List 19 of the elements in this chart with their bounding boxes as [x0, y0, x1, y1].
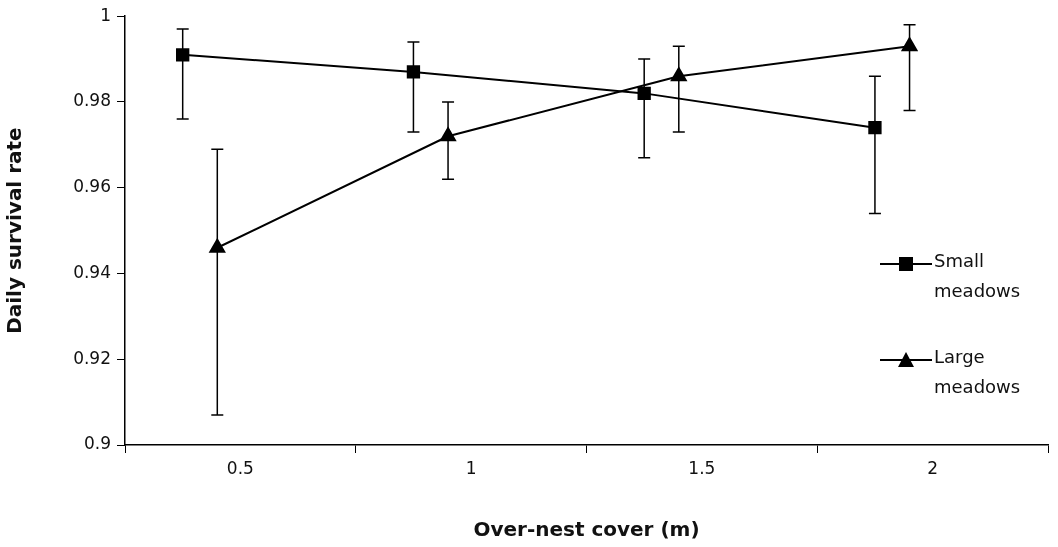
y-axis-title: Daily survival rate: [2, 127, 27, 334]
y-tick-label: 1: [100, 4, 111, 25]
legend-label: Large meadows: [934, 345, 1022, 399]
point: [209, 238, 226, 253]
point: [176, 48, 190, 62]
y-tick-label: 0.92: [73, 347, 111, 368]
y-tick-label: 0.96: [73, 176, 111, 197]
x-tick-label: 1.5: [688, 457, 716, 478]
point: [868, 121, 882, 135]
y-tick-label: 0.9: [83, 433, 111, 454]
point: [406, 65, 421, 79]
x-axis-title: Over-nest cover (m): [473, 517, 700, 542]
x-tick-label: 1: [465, 457, 477, 478]
legend-label: Small meadows: [934, 249, 1022, 303]
point: [901, 37, 918, 52]
y-tick-label: 0.98: [73, 90, 111, 111]
x-tick-label: 2: [927, 457, 939, 478]
y-tick-label: 0.94: [73, 261, 111, 282]
x-tick-label: 0.5: [226, 457, 254, 478]
